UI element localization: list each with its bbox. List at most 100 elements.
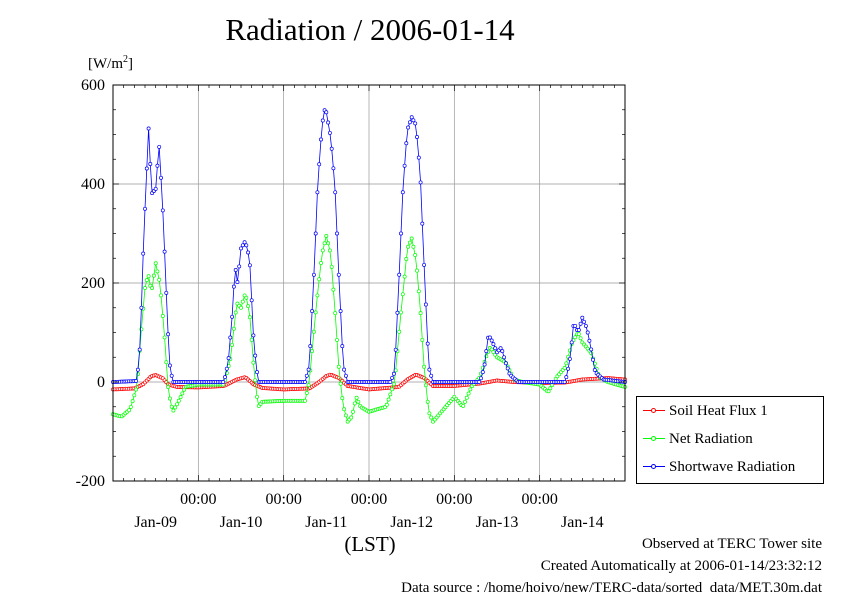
data-point	[427, 411, 432, 416]
data-point	[393, 347, 398, 352]
legend: Soil Heat Flux 1 Net Radiation Shortwave…	[636, 396, 824, 484]
data-point	[404, 257, 409, 261]
data-point	[171, 408, 176, 413]
data-point	[226, 356, 231, 361]
data-point	[166, 332, 171, 337]
data-point	[463, 399, 467, 404]
legend-swatch-green	[643, 433, 665, 445]
data-point	[562, 366, 567, 370]
data-point	[247, 263, 252, 268]
data-point	[413, 253, 418, 257]
series-layer	[111, 108, 627, 424]
data-point	[162, 249, 167, 254]
data-point	[235, 280, 240, 284]
data-point	[322, 241, 327, 246]
data-point	[429, 373, 434, 378]
data-point	[320, 118, 325, 123]
data-point	[303, 380, 307, 384]
data-point	[567, 356, 572, 361]
x-tick-label: 00:00	[180, 491, 216, 508]
data-point	[354, 395, 359, 400]
grid-lines	[113, 84, 625, 482]
data-point	[247, 315, 252, 320]
data-point	[240, 299, 245, 304]
y-tick-label: 0	[97, 374, 105, 391]
data-point	[239, 305, 243, 310]
data-point	[239, 246, 243, 251]
data-point	[173, 405, 178, 410]
x-day-label: Jan-10	[220, 514, 263, 531]
footer-source: Data source : /home/hoivo/new/TERC-data/…	[401, 580, 822, 596]
data-point	[157, 144, 162, 149]
data-point	[224, 366, 229, 371]
data-point	[304, 391, 309, 395]
data-point	[146, 274, 151, 279]
data-point	[169, 373, 174, 378]
x-day-label: Jan-12	[390, 514, 433, 531]
data-point	[320, 248, 325, 253]
data-point	[160, 314, 165, 318]
data-point	[409, 115, 414, 120]
data-point	[415, 135, 419, 139]
data-point	[336, 272, 341, 277]
data-point	[128, 404, 133, 409]
data-point	[548, 386, 553, 391]
data-point	[390, 387, 395, 392]
data-point	[324, 234, 329, 238]
data-point	[329, 264, 334, 269]
x-tick-label: 00:00	[265, 491, 301, 508]
data-point	[319, 261, 323, 265]
data-point	[576, 332, 581, 337]
data-point	[329, 146, 334, 151]
data-point	[564, 375, 569, 380]
data-point	[569, 340, 574, 345]
footer-created: Created Automatically at 2006-01-14/23:3…	[540, 558, 822, 574]
data-point	[151, 273, 156, 278]
data-point	[418, 180, 423, 185]
data-point	[326, 120, 331, 125]
data-point	[487, 335, 492, 340]
data-point	[422, 364, 427, 369]
data-point	[253, 378, 258, 383]
data-point	[391, 371, 396, 376]
data-point	[249, 298, 254, 303]
data-point	[324, 110, 329, 115]
y-tick-label: 600	[81, 77, 105, 94]
y-tick-label: 200	[81, 275, 105, 292]
data-point	[228, 335, 233, 340]
data-point	[326, 241, 331, 246]
data-point	[153, 186, 158, 191]
data-point	[306, 383, 311, 388]
data-point	[466, 391, 471, 396]
data-point	[409, 236, 414, 241]
data-point	[587, 338, 592, 343]
series-shortwave-radiation	[111, 108, 627, 384]
data-point	[420, 337, 425, 342]
data-point	[351, 409, 355, 414]
data-point	[589, 347, 594, 352]
data-point	[180, 391, 185, 396]
legend-item-soil-heat-flux: Soil Heat Flux 1	[643, 401, 768, 421]
data-point	[336, 364, 341, 369]
data-point	[573, 323, 578, 328]
y-tick-label: -200	[76, 473, 105, 490]
y-tick-label: 400	[81, 176, 105, 193]
data-point	[313, 310, 318, 315]
data-point	[244, 295, 249, 300]
x-day-label: Jan-14	[561, 514, 604, 531]
data-point	[159, 175, 163, 180]
legend-label: Net Radiation	[669, 430, 753, 447]
data-point	[317, 162, 322, 167]
data-point	[143, 206, 147, 211]
data-point	[422, 262, 427, 267]
x-tick-label: 00:00	[436, 491, 472, 508]
x-tick-label: 00:00	[521, 491, 557, 508]
data-point	[242, 240, 247, 245]
data-point	[477, 380, 482, 384]
data-point	[237, 264, 242, 269]
data-point	[400, 190, 405, 195]
data-point	[333, 311, 338, 316]
data-point	[352, 401, 357, 406]
